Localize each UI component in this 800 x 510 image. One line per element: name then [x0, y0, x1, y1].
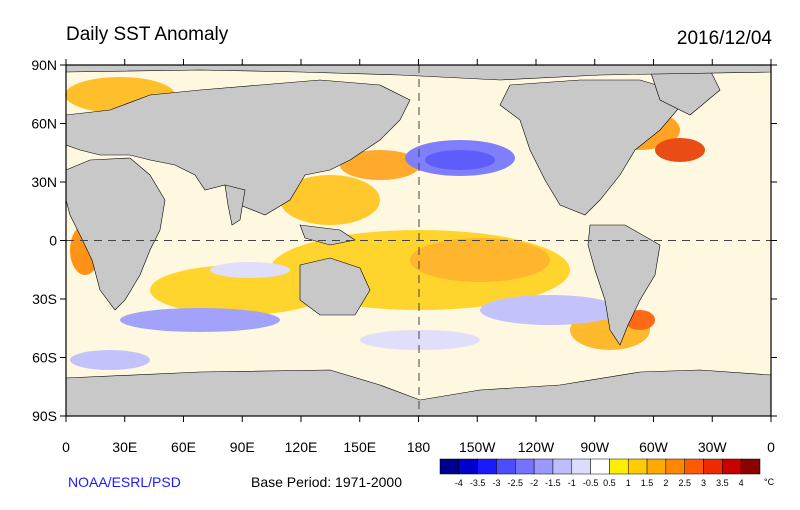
longitude-axis: 0 30E 60E 90E 120E 150E 180 150W 120W 90W 60W 30W 0 — [62, 59, 775, 455]
colorbar-swatch — [496, 458, 516, 475]
colorbar-label: 3 — [701, 478, 706, 488]
colorbar-swatch — [665, 458, 685, 475]
colorbar-label: -1 — [568, 478, 576, 488]
colorbar: -4 -3.5 -3 -2.5 -2 -1.5 -1 -0.5 0.5 1 1.5 2 2.5 3 3.5 4 — [439, 458, 761, 488]
colorbar-swatch — [703, 458, 723, 475]
lon-label: 90E — [230, 439, 255, 455]
colorbar-swatch — [646, 458, 667, 475]
colorbar-swatch — [740, 458, 761, 475]
eurasia-landmass — [65, 79, 411, 216]
colorbar-label: 1 — [626, 478, 631, 488]
lon-label: 180 — [407, 439, 431, 455]
colorbar-swatch — [515, 458, 535, 475]
colorbar-swatch — [439, 458, 460, 475]
colorbar-label: 2 — [663, 478, 668, 488]
lon-label: 0 — [767, 439, 775, 455]
lon-label: 30E — [112, 439, 137, 455]
lon-label: 150E — [343, 439, 376, 455]
lat-label: 30N — [31, 174, 57, 190]
colorbar-swatch — [609, 458, 629, 475]
lon-label: 90W — [580, 439, 610, 455]
lon-label: 120E — [285, 439, 318, 455]
colorbar-label: -3.5 — [470, 478, 486, 488]
latitude-axis: 90N 60N 30N 0 30S 60S 90S — [31, 57, 777, 424]
colorbar-swatch — [533, 458, 554, 475]
maritime-asia-landmass — [299, 224, 356, 246]
lon-label: 60E — [171, 439, 196, 455]
lon-label: 150W — [459, 439, 496, 455]
colorbar-label: 1.5 — [641, 478, 654, 488]
colorbar-label: -1.5 — [545, 478, 561, 488]
credit-label: NOAA/ESRL/PSD — [68, 474, 181, 490]
lat-label: 60S — [32, 350, 57, 366]
lon-label: 60W — [639, 439, 669, 455]
colorbar-label: 2.5 — [678, 478, 691, 488]
colorbar-swatch — [684, 458, 704, 475]
lat-label: 90N — [31, 57, 57, 73]
map-title: Daily SST Anomaly — [66, 24, 229, 45]
colorbar-swatch — [552, 458, 573, 475]
africa-landmass — [65, 157, 166, 311]
colorbar-label: -2 — [530, 478, 538, 488]
lat-label: 0 — [49, 233, 57, 249]
colorbar-unit: °C — [764, 477, 775, 487]
base-period-label: Base Period: 1971-2000 — [251, 474, 402, 490]
colorbar-swatch — [571, 458, 591, 475]
lon-label: 120W — [518, 439, 555, 455]
colorbar-label: -0.5 — [583, 478, 599, 488]
colorbar-label: 0.5 — [603, 478, 616, 488]
colorbar-swatch — [458, 458, 478, 475]
colorbar-swatch — [590, 458, 610, 475]
colorbar-label: -2.5 — [508, 478, 524, 488]
lon-label: 0 — [62, 439, 70, 455]
colorbar-swatch — [722, 458, 742, 475]
south-america-landmass — [587, 224, 661, 346]
colorbar-label: 4 — [739, 478, 744, 488]
colorbar-label: -3 — [492, 478, 500, 488]
lat-label: 90S — [32, 408, 57, 424]
lat-label: 30S — [32, 291, 57, 307]
land-masses — [65, 64, 772, 417]
colorbar-label: -4 — [455, 478, 463, 488]
map-date: 2016/12/04 — [676, 28, 772, 49]
india-landmass — [224, 184, 246, 226]
colorbar-label: 3.5 — [716, 478, 729, 488]
lat-label: 60N — [31, 116, 57, 132]
colorbar-swatch — [477, 458, 497, 475]
lon-label: 30W — [698, 439, 728, 455]
australia-landmass — [299, 257, 371, 316]
colorbar-swatch — [627, 458, 648, 475]
